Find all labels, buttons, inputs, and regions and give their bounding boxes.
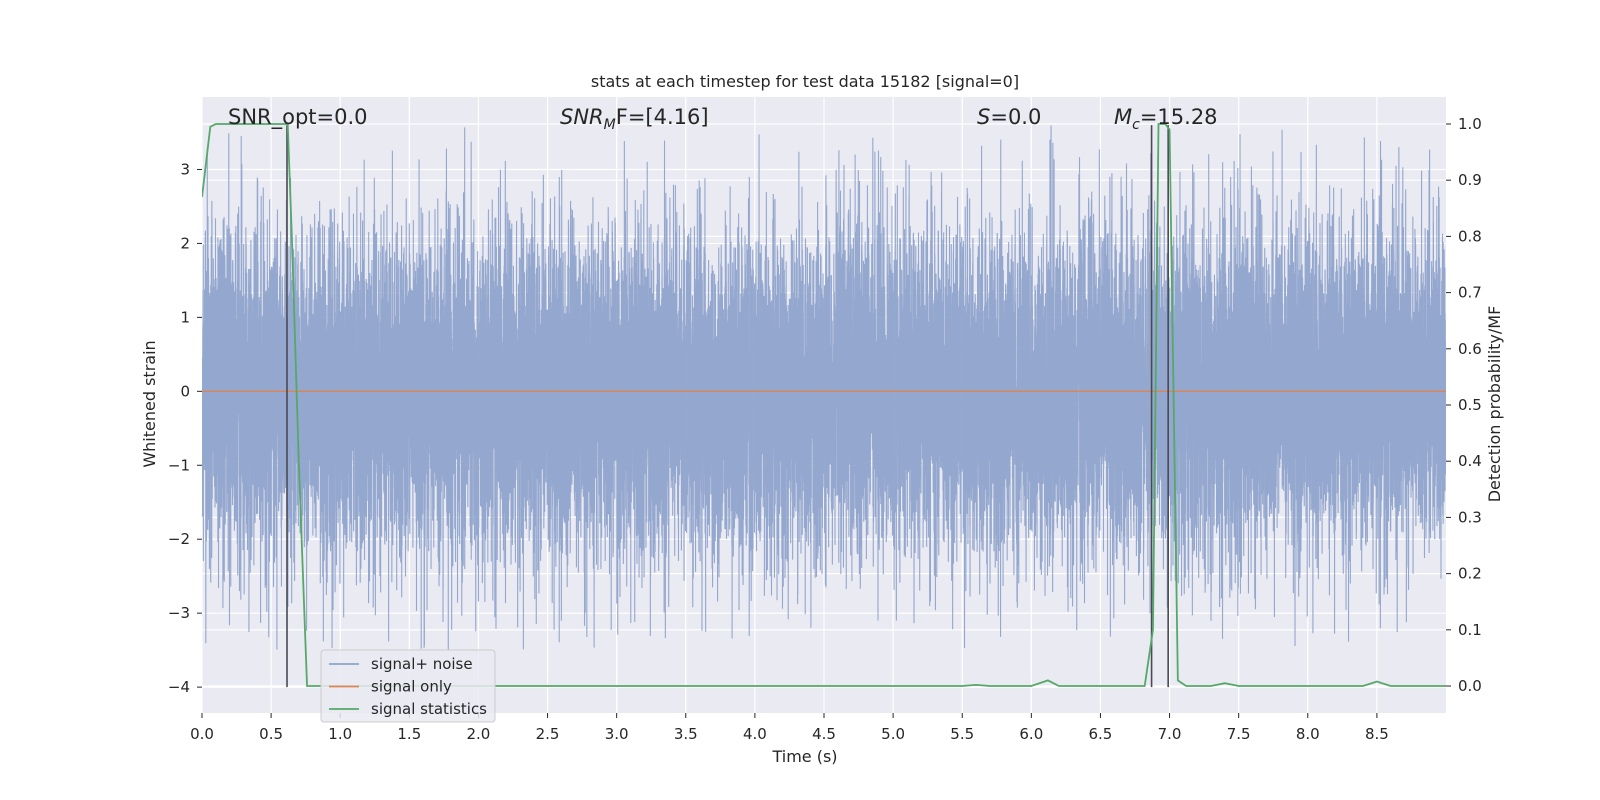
axes: 0.0 0.5 1.0 1.5 2.0 2.5 3.0 3.5 4.0 4.5 5.0 5.5 6.0 6… [168, 115, 1482, 743]
annotation-tail: =15.28 [1140, 105, 1218, 129]
y-tick-label: 2 [180, 234, 190, 252]
y2-tick-label: 0.0 [1458, 677, 1482, 695]
series-layer [202, 123, 1446, 688]
annotation-base: SNR [560, 105, 604, 129]
x-tick-label: 6.5 [1089, 725, 1113, 743]
x-tick-label: 8.0 [1296, 725, 1320, 743]
y-axis-label: Whitened strain [140, 340, 159, 467]
series-signal-noise [202, 125, 1446, 650]
annotation-base: SNR_opt=0.0 [228, 105, 368, 130]
series-signal-statistics [202, 123, 1446, 687]
x-tick-label: 0.5 [259, 725, 283, 743]
legend-box [320, 649, 496, 723]
y2-tick-label: 0.3 [1458, 508, 1482, 526]
y-tick-label: 1 [180, 308, 190, 326]
y2-tick-label: 0.5 [1458, 396, 1482, 414]
x-tick-label: 5.0 [881, 725, 905, 743]
x-tick-label: 5.5 [950, 725, 974, 743]
annotation-base: M [1114, 105, 1132, 129]
y2-tick-label: 0.8 [1458, 227, 1482, 245]
y-tick-label: −3 [168, 604, 190, 622]
annotation-text: SNR_opt=0.0 [228, 105, 368, 130]
legend-label: signal statistics [371, 700, 487, 718]
y-tick-label: −1 [168, 456, 190, 474]
annotation-tail: F=[4.16] [616, 105, 709, 129]
annotation-subscript: M [604, 117, 616, 133]
x-tick-label: 4.5 [812, 725, 836, 743]
annotation-text: S=0.0 [977, 105, 1041, 129]
y-tick-label: −2 [168, 530, 190, 548]
x-tick-label: 1.5 [397, 725, 421, 743]
y2-tick-label: 1.0 [1458, 115, 1482, 133]
annotation-tail: =0.0 [990, 105, 1041, 129]
x-tick-label: 2.0 [467, 725, 491, 743]
annotations: SNR_opt=0.0 SNRMF=[4.16] S=0.0 Mc=15.28 [228, 105, 1218, 133]
y-tick-label: −4 [168, 678, 190, 696]
x-tick-label: 2.5 [536, 725, 560, 743]
annotation-text: SNRMF=[4.16] [560, 105, 709, 133]
chart-title: stats at each timestep for test data 151… [591, 72, 1019, 91]
x-tick-label: 3.0 [605, 725, 629, 743]
x-axis-label: Time (s) [771, 747, 837, 766]
legend-items: signal+ noise signal only signal statistic… [329, 655, 487, 718]
annotation-base: S [977, 105, 990, 129]
annotation-subscript: c [1132, 117, 1140, 133]
y-tick-label: 0 [180, 382, 190, 400]
y2-tick-label: 0.1 [1458, 621, 1482, 639]
plot-area [201, 97, 1446, 713]
y-tick-label: 3 [180, 160, 190, 178]
y2-tick-label: 0.6 [1458, 340, 1482, 358]
y2-tick-label: 0.4 [1458, 452, 1482, 470]
y2-tick-label: 0.7 [1458, 284, 1482, 302]
legend-label: signal only [371, 678, 452, 696]
x-tick-label: 7.5 [1227, 725, 1251, 743]
x-tick-label: 4.0 [743, 725, 767, 743]
y2-tick-label: 0.2 [1458, 565, 1482, 583]
legend: signal+ noise signal only signal statistic… [320, 649, 496, 723]
y2-tick-label: 0.9 [1458, 171, 1482, 189]
x-tick-label: 6.0 [1019, 725, 1043, 743]
x-tick-label: 1.0 [328, 725, 352, 743]
y2-axis-label: Detection probability/MF [1485, 306, 1504, 503]
x-tick-label: 8.5 [1365, 725, 1389, 743]
legend-label: signal+ noise [371, 655, 473, 673]
x-tick-label: 0.0 [190, 725, 214, 743]
annotation-text: Mc=15.28 [1114, 105, 1218, 133]
x-tick-label: 3.5 [674, 725, 698, 743]
x-tick-label: 7.0 [1158, 725, 1182, 743]
